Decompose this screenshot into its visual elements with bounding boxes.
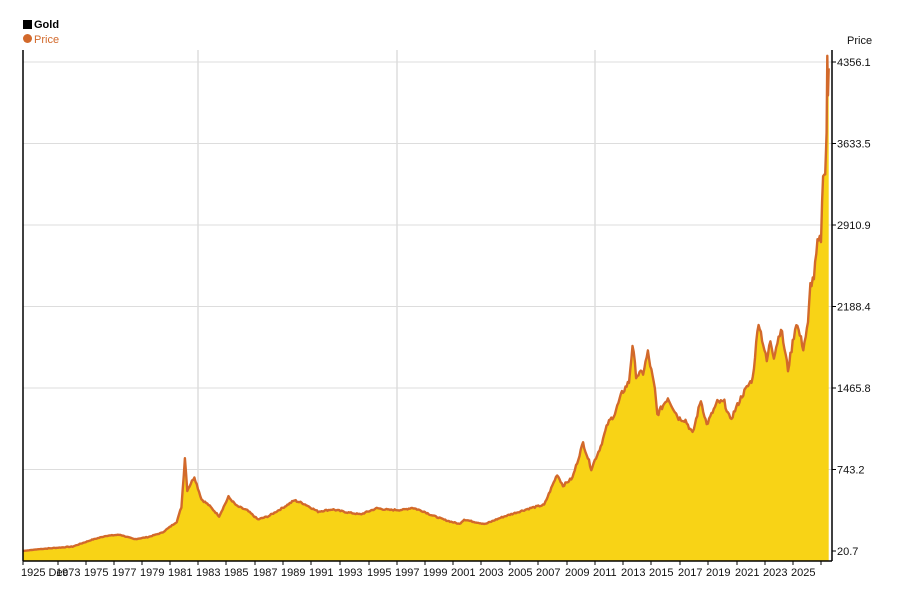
x-tick-label: 1981	[168, 567, 192, 579]
x-tick-label: 1999	[423, 567, 447, 579]
legend-heading-swatch	[23, 20, 32, 29]
y-tick-label: 2910.9	[837, 220, 871, 232]
price-area	[23, 55, 829, 562]
legend: Gold Price	[23, 19, 59, 46]
x-tick-label: 1989	[281, 567, 305, 579]
x-tick-label: 2007	[536, 567, 560, 579]
x-tick-label: 1987	[253, 567, 277, 579]
x-tick-label: 1991	[309, 567, 333, 579]
x-tick-label: 2009	[565, 567, 589, 579]
x-tick-label: 1985	[224, 567, 248, 579]
x-tick-label: 1997	[395, 567, 419, 579]
x-tick-label: 2021	[735, 567, 759, 579]
x-tick-label: 2001	[451, 567, 475, 579]
grid-lines	[23, 50, 832, 561]
x-tick-label: 2019	[706, 567, 730, 579]
price-line	[22, 54, 830, 553]
axes	[22, 50, 833, 562]
x-tick-label: 1993	[338, 567, 362, 579]
y-tick-label: 3633.5	[837, 139, 871, 151]
legend-price-marker	[23, 34, 32, 43]
y-tick-label: 2188.4	[837, 302, 871, 314]
x-tick-label: 1973	[56, 567, 80, 579]
x-tick-label: 1977	[112, 567, 136, 579]
x-tick-label: 1995	[367, 567, 391, 579]
x-tick-label: 1925 Dec	[21, 567, 69, 579]
y-tick-label: 4356.1	[837, 57, 871, 69]
y-axis-title: Price	[847, 35, 872, 47]
x-tick-label: 2011	[593, 567, 617, 579]
y-tick-label: 1465.8	[837, 383, 871, 395]
x-tick-label: 2005	[508, 567, 532, 579]
x-tick-label: 2015	[649, 567, 673, 579]
legend-price-label: Price	[34, 34, 59, 46]
x-tick-label: 2025	[791, 567, 815, 579]
plot-area	[22, 54, 830, 562]
x-tick-label: 2023	[763, 567, 787, 579]
y-axis-ticks: 20.7 743.2 1465.8 2188.4 2910.9 3633.5 4356.1	[832, 57, 871, 558]
x-tick-label: 1983	[196, 567, 220, 579]
x-tick-label: 2017	[678, 567, 702, 579]
legend-heading: Gold	[34, 19, 59, 31]
x-tick-label: 1979	[140, 567, 164, 579]
x-tick-label: 2003	[479, 567, 503, 579]
y-tick-label: 20.7	[837, 546, 858, 558]
x-tick-label: 1975	[84, 567, 108, 579]
y-tick-label: 743.2	[837, 465, 865, 477]
x-tick-label: 2013	[621, 567, 645, 579]
